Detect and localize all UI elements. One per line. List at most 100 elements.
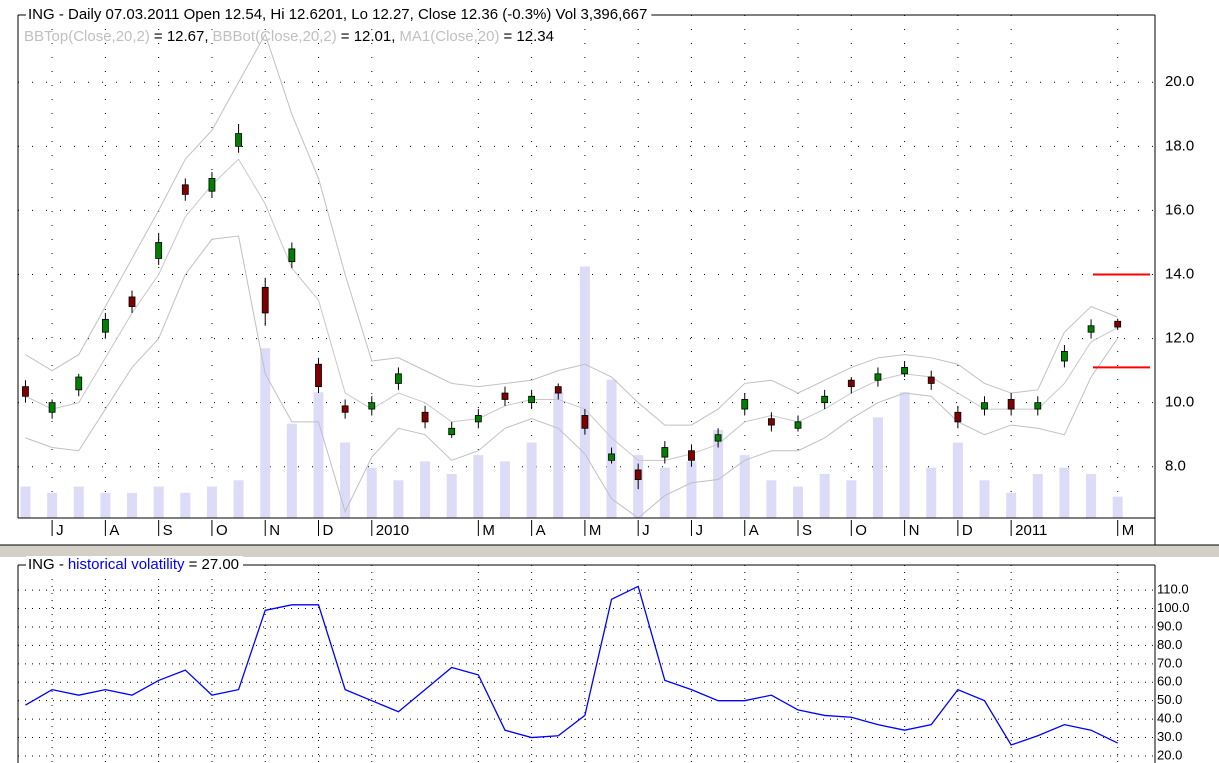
x-tick-label: N <box>909 522 920 539</box>
x-tick-label: S <box>163 522 173 539</box>
volume-bar <box>1032 473 1043 518</box>
candle-body <box>927 376 935 384</box>
candle-body <box>714 434 722 442</box>
candle-body <box>581 415 589 429</box>
candle-body <box>501 392 509 400</box>
candle-body <box>767 418 775 426</box>
legend-name: historical volatility <box>68 556 185 573</box>
candle-body <box>288 248 296 263</box>
y-tick-label: 50.0 <box>1157 692 1182 707</box>
separator <box>0 545 1219 557</box>
candle-body <box>794 421 802 429</box>
volume-bar <box>260 348 271 518</box>
x-tick-label: J <box>642 522 650 539</box>
volume-bar <box>100 492 111 518</box>
y-tick-label: 30.0 <box>1157 729 1182 744</box>
x-tick-label: O <box>216 522 228 539</box>
candle-body <box>821 395 829 404</box>
volume-bar <box>47 492 58 518</box>
candle-body <box>954 411 962 423</box>
volume-bar <box>180 492 191 518</box>
x-tick-label: S <box>802 522 812 539</box>
volume-bar <box>846 480 857 518</box>
title-background <box>26 556 244 574</box>
volume-bar <box>766 480 777 518</box>
y-tick-label: 20.0 <box>1165 73 1194 90</box>
volume-bar <box>393 480 404 518</box>
candle-body <box>741 399 749 410</box>
candle-body <box>1061 351 1068 362</box>
volume-bar <box>340 442 351 518</box>
volume-bar <box>872 417 883 518</box>
legend-name: MA1(Close,20) <box>399 28 499 45</box>
volume-bar <box>73 486 84 518</box>
candle-body <box>448 427 456 436</box>
candle-body <box>155 242 163 259</box>
x-tick-label: A <box>109 522 119 539</box>
candle-body <box>847 379 855 388</box>
y-tick-label: 20.0 <box>1157 747 1182 762</box>
candle-body <box>341 405 349 413</box>
candle-body <box>315 363 322 388</box>
x-tick-label: J <box>56 522 64 539</box>
candle-body <box>1034 402 1042 410</box>
candle-body <box>208 177 216 192</box>
candle-body <box>261 286 269 314</box>
y-tick-label: 14.0 <box>1165 265 1194 282</box>
volume-bar <box>420 461 431 518</box>
y-tick-label: 16.0 <box>1165 201 1194 218</box>
candle-body <box>48 402 56 413</box>
x-tick-label: N <box>269 522 280 539</box>
candle-body <box>634 469 642 480</box>
indicator-line <box>25 158 1118 461</box>
candle-body <box>661 447 669 458</box>
volume-bar <box>499 461 510 518</box>
volume-bar <box>1059 467 1070 518</box>
volume-bar <box>153 486 164 518</box>
candle-body <box>395 373 402 384</box>
candle-body <box>688 450 695 461</box>
y-tick-label: 80.0 <box>1157 637 1182 652</box>
volume-bar <box>127 492 138 518</box>
y-tick-label: 70.0 <box>1157 655 1182 670</box>
legend-value: = 27.00 <box>189 556 239 573</box>
candle-body <box>1087 325 1095 333</box>
y-tick-label: 12.0 <box>1165 330 1194 347</box>
volume-bar <box>979 480 990 518</box>
volume-bar <box>793 486 804 518</box>
volume-bar <box>926 467 937 518</box>
volume-bar <box>233 480 244 518</box>
candle-body <box>554 386 562 394</box>
y-tick-label: 110.0 <box>1157 582 1189 597</box>
candle-body <box>75 376 83 391</box>
volume-bar <box>819 473 830 518</box>
indicator-legend: BBTop(Close,20,2) = 12.67, BBBot(Close,20,… <box>24 28 554 45</box>
volume-bar <box>553 392 564 518</box>
x-tick-label: 2010 <box>376 522 409 539</box>
candle-body <box>608 453 615 461</box>
title-prefix: ING - <box>28 556 64 573</box>
volume-bar <box>206 486 217 518</box>
indicator-line <box>25 235 1119 519</box>
candle-body <box>901 367 908 375</box>
x-tick-label: D <box>962 522 973 539</box>
legend-value: = 12.01, <box>341 28 396 45</box>
x-tick-label: O <box>855 522 867 539</box>
x-tick-label: J <box>695 522 703 539</box>
x-tick-label: 2011 <box>1015 522 1047 539</box>
y-tick-label: 90.0 <box>1157 618 1182 633</box>
candle-body <box>181 184 189 195</box>
x-tick-label: M <box>482 522 495 539</box>
legend-name: BBTop(Close,20,2) <box>24 28 150 45</box>
x-tick-label: A <box>536 522 546 539</box>
y-tick-label: 60.0 <box>1157 674 1182 689</box>
volume-bar <box>1006 492 1017 518</box>
candle-body <box>981 402 988 410</box>
candle-body <box>528 395 536 404</box>
legend-value: = 12.67, <box>154 28 209 45</box>
y-tick-label: 8.0 <box>1165 458 1186 475</box>
title-background <box>26 6 652 24</box>
volume-bar <box>366 467 377 518</box>
